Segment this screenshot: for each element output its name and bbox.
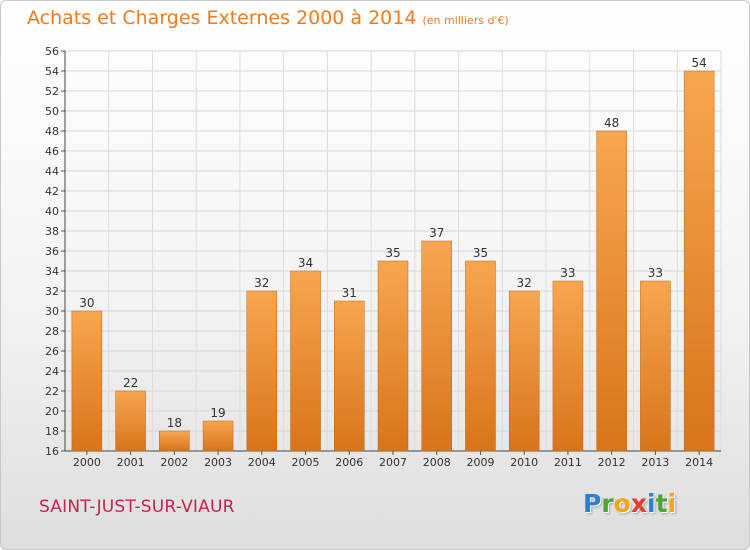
data-label-2001: 22 <box>123 376 138 390</box>
bar-2007 <box>377 260 409 452</box>
commune-name: SAINT-JUST-SUR-VIAUR <box>39 497 235 517</box>
y-tick-label: 20 <box>45 405 59 418</box>
data-label-2006: 31 <box>342 286 357 300</box>
x-tick-label: 2014 <box>685 456 713 469</box>
x-tick-label: 2007 <box>379 456 407 469</box>
data-label-2004: 32 <box>254 276 269 290</box>
data-labels: 30 22 18 19 32 34 31 35 37 35 32 33 48 33 54 <box>79 56 707 430</box>
proxiti-logo: Proxiti <box>583 489 676 518</box>
y-tick-label: 38 <box>45 225 59 238</box>
y-tick-label: 54 <box>45 65 59 78</box>
y-tick-label: 42 <box>45 185 59 198</box>
bar-2014 <box>683 70 715 452</box>
x-tick-label: 2013 <box>641 456 669 469</box>
y-tick-label: 46 <box>45 145 59 158</box>
bar-2008 <box>421 240 452 452</box>
bar-2000 <box>71 310 103 452</box>
bar-2011 <box>552 280 584 452</box>
y-tick-label: 26 <box>45 345 59 358</box>
bar-2013 <box>640 280 671 452</box>
logo-letter: P <box>583 489 602 518</box>
y-tick-label: 32 <box>45 285 59 298</box>
bar-2005 <box>290 270 321 452</box>
bar-2001 <box>115 390 146 452</box>
x-tick-label: 2006 <box>335 456 363 469</box>
y-tick-label: 30 <box>45 305 59 318</box>
y-tick-label: 44 <box>45 165 59 178</box>
y-tick-label: 40 <box>45 205 59 218</box>
x-tick-label: 2012 <box>598 456 626 469</box>
bar-2004 <box>246 290 278 452</box>
bar-2012 <box>596 130 627 452</box>
bar-2010 <box>508 290 540 452</box>
x-tick-label: 2010 <box>510 456 538 469</box>
y-tick-label: 28 <box>45 325 59 338</box>
x-tick-label: 2000 <box>73 456 101 469</box>
x-tick-label: 2003 <box>204 456 232 469</box>
bar-2006 <box>334 300 365 452</box>
x-tick-label: 2009 <box>466 456 494 469</box>
data-label-2000: 30 <box>79 296 94 310</box>
logo-letter: x <box>630 489 647 518</box>
data-label-2010: 32 <box>517 276 532 290</box>
y-tick-label: 56 <box>45 45 59 58</box>
bar-2003 <box>202 420 234 452</box>
chart-title-text: Achats et Charges Externes 2000 à 2014 <box>27 7 417 29</box>
x-tick-label: 2008 <box>423 456 451 469</box>
data-label-2009: 35 <box>473 246 488 260</box>
y-tick-label: 36 <box>45 245 59 258</box>
y-tick-label: 48 <box>45 125 59 138</box>
data-label-2005: 34 <box>298 256 313 270</box>
data-label-2002: 18 <box>167 416 182 430</box>
y-tick-label: 24 <box>45 365 59 378</box>
x-tick-label: 2004 <box>248 456 276 469</box>
x-tick-label: 2002 <box>160 456 188 469</box>
logo-letter: i <box>647 489 656 518</box>
logo-letter: r <box>601 489 614 518</box>
bar-2002 <box>159 430 190 452</box>
y-tick-label: 52 <box>45 85 59 98</box>
data-label-2013: 33 <box>648 266 663 280</box>
x-tick-label: 2005 <box>292 456 320 469</box>
x-tick-label: 2011 <box>554 456 582 469</box>
data-label-2007: 35 <box>385 246 400 260</box>
y-tick-label: 16 <box>45 445 59 458</box>
bars <box>71 70 715 452</box>
logo-letter: i <box>667 489 677 518</box>
data-label-2012: 48 <box>604 116 619 130</box>
x-tick-label: 2001 <box>117 456 145 469</box>
data-label-2008: 37 <box>429 226 444 240</box>
bar-2009 <box>465 260 496 452</box>
chart-title: Achats et Charges Externes 2000 à 2014 (e… <box>27 7 509 29</box>
data-label-2011: 33 <box>560 266 575 280</box>
data-label-2003: 19 <box>210 406 225 420</box>
y-tick-label: 34 <box>45 265 59 278</box>
chart-unit: (en milliers d'€) <box>422 14 509 27</box>
y-tick-label: 50 <box>45 105 59 118</box>
data-label-2014: 54 <box>691 56 706 70</box>
y-tick-label: 22 <box>45 385 59 398</box>
logo-letter: o <box>613 489 631 518</box>
logo-letter: t <box>655 489 668 518</box>
y-tick-label: 18 <box>45 425 59 438</box>
